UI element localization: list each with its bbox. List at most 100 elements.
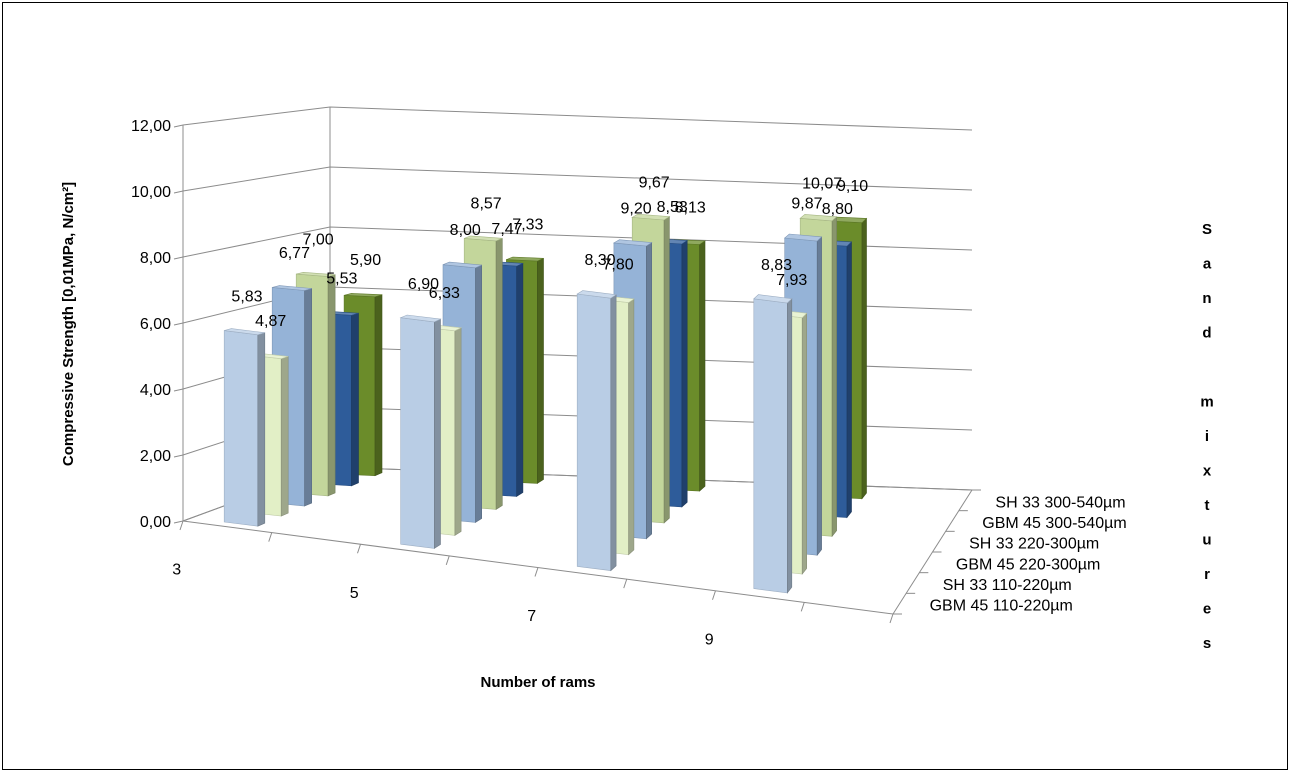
bar-side <box>645 242 653 540</box>
bar-side <box>327 274 336 497</box>
data-label: 5,90 <box>350 252 381 269</box>
data-label: 4,87 <box>255 313 286 330</box>
bar-top <box>799 214 838 222</box>
x-tick-mark <box>800 602 805 612</box>
bar-top <box>296 271 336 277</box>
bar-side <box>699 240 706 492</box>
data-label: 6,77 <box>279 245 310 262</box>
z-axis-title-letter: n <box>1202 290 1211 307</box>
data-label: 8,00 <box>450 222 481 239</box>
bar-side <box>681 239 688 508</box>
data-label: 8,80 <box>822 201 853 218</box>
bar-side <box>454 327 462 536</box>
z-axis-title-letter: S <box>1202 221 1212 238</box>
bar-top <box>442 261 482 269</box>
gridline <box>182 106 973 131</box>
y-tick-label: 12,00 <box>131 118 171 135</box>
z-tick-label: SH 33 300-540µm <box>995 494 1125 511</box>
x-tick-mark <box>712 590 716 600</box>
data-label: 7,80 <box>602 257 633 274</box>
y-tick-mark <box>173 454 184 458</box>
bar <box>399 314 442 549</box>
data-label: 8,57 <box>471 196 502 213</box>
z-axis-title-letter: t <box>1205 497 1210 514</box>
x-tick-label: 5 <box>350 585 359 602</box>
bar-top <box>399 314 442 323</box>
y-tick-label: 2,00 <box>140 448 171 465</box>
y-tick-mark <box>173 520 184 524</box>
y-axis-title: Compressive Strength [0,01MPa, N/cm²] <box>60 182 77 466</box>
z-tick-label: GBM 45 220-300µm <box>956 556 1100 573</box>
z-axis-title-letter: e <box>1203 601 1211 618</box>
data-label: 9,20 <box>621 200 652 217</box>
data-label: 8,83 <box>761 257 792 274</box>
bar-side <box>663 216 670 524</box>
bar-side <box>280 355 289 517</box>
x-tick-mark <box>179 520 184 531</box>
bar-top <box>576 290 617 299</box>
bar-top <box>753 294 793 304</box>
chart-labels: 0,00 2,00 4,00 6,00 8,00 10,00 12,00 3 5 7 9 GBM 45… <box>131 118 1127 648</box>
data-label: 5,53 <box>326 270 357 287</box>
bar-side <box>433 318 441 549</box>
bar-side <box>304 288 313 507</box>
bar-top <box>506 256 544 262</box>
x-tick-label: 3 <box>172 562 181 579</box>
z-tick-label: GBM 45 300-540µm <box>982 515 1126 532</box>
bar <box>576 290 617 572</box>
bar-side <box>495 237 503 510</box>
data-label: 5,83 <box>231 289 262 306</box>
data-label: 7,47 <box>491 221 522 238</box>
bar-side <box>861 217 867 500</box>
bar <box>753 294 793 594</box>
y-tick-mark <box>173 124 184 128</box>
bar-top <box>631 213 671 221</box>
z-axis-title-letter: s <box>1203 635 1211 652</box>
x-tick-mark <box>889 613 894 624</box>
z-axis-title-letter: i <box>1205 428 1209 445</box>
z-axis-title: San d mi xt ur es <box>1200 221 1213 652</box>
bar-top <box>783 233 823 242</box>
x-tick-mark <box>357 544 361 554</box>
z-axis-title-letter: d <box>1202 325 1211 342</box>
data-label: 7,00 <box>303 231 334 248</box>
chart-bars <box>223 213 868 594</box>
bar-side <box>516 262 524 497</box>
data-label: 9,67 <box>639 175 670 192</box>
z-axis-title-letter: m <box>1200 394 1213 411</box>
x-tick-mark <box>445 555 450 566</box>
bar-side <box>831 216 837 538</box>
bar-top <box>272 285 312 291</box>
data-label: 9,87 <box>791 196 822 213</box>
bar-side <box>786 297 793 594</box>
bar-top <box>224 328 265 336</box>
bar-top <box>344 293 383 298</box>
bar-side <box>801 312 808 575</box>
bar-side <box>374 294 383 477</box>
data-label: 10,07 <box>802 176 842 193</box>
data-label: 6,90 <box>408 276 439 293</box>
y-tick-mark <box>173 322 184 326</box>
bar-front <box>400 317 435 549</box>
bar-side <box>816 236 822 557</box>
data-label: 6,33 <box>429 285 460 302</box>
y-tick-mark <box>173 388 184 392</box>
bar-side <box>628 298 635 556</box>
z-axis-title-letter: r <box>1204 566 1210 583</box>
x-tick-mark <box>268 532 273 542</box>
y-tick-label: 8,00 <box>140 250 171 267</box>
bar-side <box>846 241 852 519</box>
data-label: 8,30 <box>584 252 615 269</box>
z-tick-label: SH 33 220-300µm <box>969 536 1099 553</box>
bar-side <box>610 294 617 572</box>
x-tick-label: 9 <box>705 631 714 648</box>
y-tick-mark <box>173 190 184 194</box>
bar-side <box>351 312 359 487</box>
bar-front <box>576 293 612 571</box>
x-axis-title: Number of rams <box>480 674 595 691</box>
data-label: 7,33 <box>512 216 543 233</box>
y-tick-label: 6,00 <box>140 316 171 333</box>
bar-side <box>257 332 266 527</box>
bar-top <box>612 239 653 247</box>
